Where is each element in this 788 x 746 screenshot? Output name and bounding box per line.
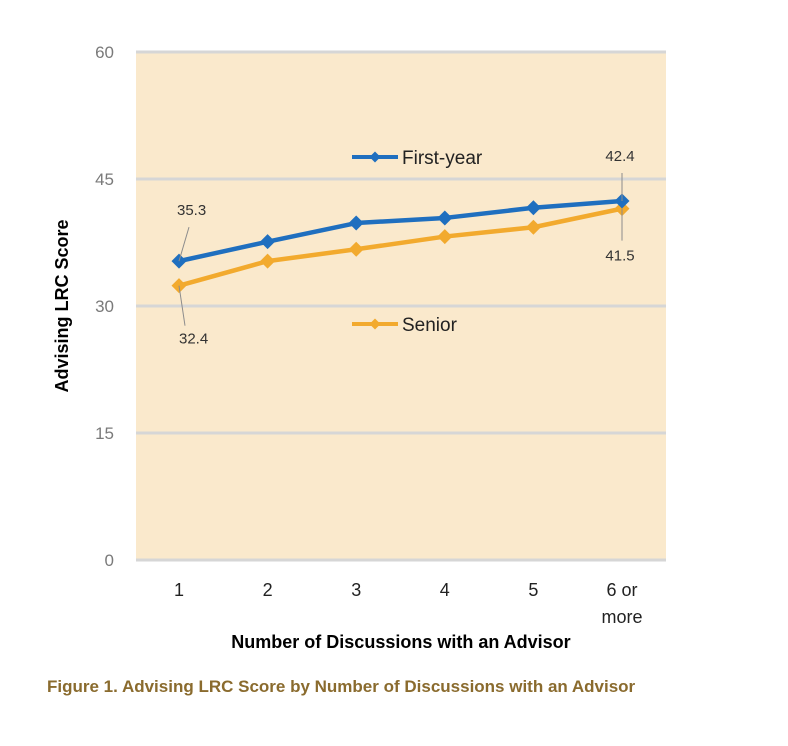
data-labels: 35.3 32.4 42.4 41.5 bbox=[177, 148, 635, 348]
data-point-marker bbox=[437, 210, 453, 226]
legend-label: Senior bbox=[402, 315, 458, 336]
x-axis-title: Number of Discussions with an Advisor bbox=[231, 632, 570, 652]
y-tick-label: 60 bbox=[95, 43, 114, 62]
x-tick-label: 1 bbox=[174, 580, 184, 600]
data-label: 41.5 bbox=[605, 248, 634, 265]
y-axis-ticks: 0 15 30 45 60 bbox=[95, 43, 114, 570]
y-tick-label: 15 bbox=[95, 424, 114, 443]
gridlines bbox=[136, 50, 666, 562]
legend: First-year Senior bbox=[352, 148, 483, 336]
data-point-marker bbox=[260, 253, 276, 269]
x-tick-label: 5 bbox=[528, 580, 538, 600]
data-label: 42.4 bbox=[605, 148, 634, 165]
legend-marker bbox=[369, 318, 381, 330]
data-point-marker bbox=[260, 234, 276, 250]
data-point-marker bbox=[437, 229, 453, 245]
legend-label: First-year bbox=[402, 148, 483, 169]
data-point-marker bbox=[525, 200, 541, 216]
legend-marker bbox=[369, 151, 381, 163]
data-point-marker bbox=[525, 219, 541, 235]
x-axis-ticks: 1 2 3 4 5 6 or more bbox=[174, 580, 643, 627]
x-tick-label: 2 bbox=[263, 580, 273, 600]
x-tick-label: 4 bbox=[440, 580, 450, 600]
x-tick-label: 6 or more bbox=[601, 580, 642, 627]
series-layer bbox=[171, 193, 630, 294]
x-tick-label: 3 bbox=[351, 580, 361, 600]
data-label: 32.4 bbox=[179, 331, 208, 348]
y-axis-title: Advising LRC Score bbox=[52, 219, 72, 392]
y-tick-label: 45 bbox=[95, 170, 114, 189]
y-tick-label: 0 bbox=[105, 551, 114, 570]
data-point-marker bbox=[348, 215, 364, 231]
figure-caption: Figure 1. Advising LRC Score by Number o… bbox=[47, 677, 636, 696]
y-tick-label: 30 bbox=[95, 297, 114, 316]
series-line bbox=[178, 206, 623, 288]
data-label: 35.3 bbox=[177, 202, 206, 219]
label-leader-line bbox=[178, 285, 186, 326]
data-point-marker bbox=[348, 241, 364, 257]
label-leader-line bbox=[178, 226, 190, 262]
series-line bbox=[178, 198, 623, 264]
